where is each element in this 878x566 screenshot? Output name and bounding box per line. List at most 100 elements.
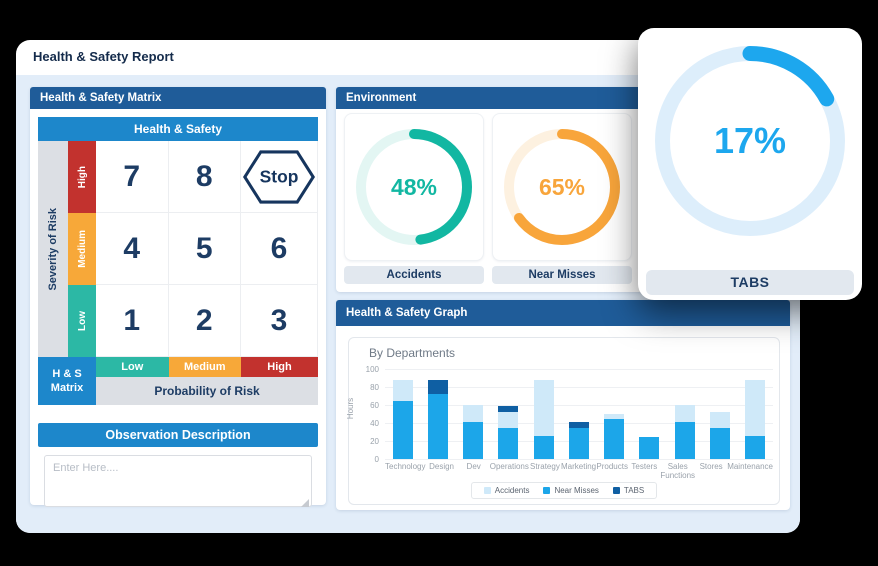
stacked-bar xyxy=(674,405,695,459)
legend-item-accidents[interactable]: Accidents xyxy=(483,486,530,495)
x-tick-label: Sales Functions xyxy=(660,462,696,481)
matrix-table-header: Health & Safety xyxy=(38,117,318,141)
bar-segment-accidents xyxy=(674,405,695,423)
bar-slot-3 xyxy=(491,369,526,459)
legend-swatch xyxy=(612,487,620,494)
matrix-cell-1[interactable]: 1 xyxy=(96,285,169,357)
accidents-label-button[interactable]: Accidents xyxy=(344,266,484,284)
accidents-gauge-card: 48% Accidents xyxy=(344,113,484,284)
severity-axis-label: Severity of Risk xyxy=(38,141,68,357)
matrix-cell-2[interactable]: 2 xyxy=(168,285,241,357)
graph-panel: Health & Safety Graph By Departments Hou… xyxy=(336,300,790,510)
probability-high-cell: High xyxy=(241,357,318,377)
bar-segment-tabs xyxy=(498,405,519,413)
chart-legend: Accidents Near Misses TABS xyxy=(349,482,779,499)
textarea-resize-handle[interactable] xyxy=(301,499,309,507)
severity-medium-cell: Medium xyxy=(68,213,96,285)
bar-slot-2 xyxy=(456,369,491,459)
page-title: Health & Safety Report xyxy=(33,49,174,64)
stacked-bar xyxy=(498,405,519,459)
svg-text:Stop: Stop xyxy=(260,166,299,186)
x-tick-label: Maintenance xyxy=(727,462,773,471)
matrix-cell-6[interactable]: 6 xyxy=(241,213,318,285)
observation-input[interactable] xyxy=(44,455,312,507)
probability-low-cell: Low xyxy=(96,357,169,377)
stacked-bar xyxy=(639,437,660,459)
legend-label: Accidents xyxy=(494,486,530,495)
matrix-cell-8[interactable]: 8 xyxy=(168,141,241,213)
tabs-label-button[interactable]: TABS xyxy=(646,270,854,295)
probability-medium-cell: Medium xyxy=(168,357,241,377)
stacked-bar xyxy=(745,379,766,459)
matrix-cell-3[interactable]: 3 xyxy=(241,285,318,357)
y-tick-label: 80 xyxy=(370,383,379,392)
matrix-cell-stop[interactable]: Stop xyxy=(241,141,318,213)
probability-axis-label: Probability of Risk xyxy=(96,377,318,405)
x-tick-label: Strategy xyxy=(530,462,560,471)
y-tick-label: 60 xyxy=(370,401,379,410)
y-tick-label: 40 xyxy=(370,419,379,428)
bar-slot-9 xyxy=(702,369,737,459)
donut-value: 48% xyxy=(390,173,438,200)
y-tick-label: 0 xyxy=(374,455,379,464)
bar-segment-tabs xyxy=(427,379,448,395)
bar-segment-accidents xyxy=(392,379,413,402)
stacked-bar xyxy=(568,422,589,459)
x-tick-label: Testers xyxy=(631,462,658,471)
bar-slot-5 xyxy=(561,369,596,459)
y-tick-label: 100 xyxy=(365,365,379,374)
donut-value: 65% xyxy=(538,173,586,200)
matrix-panel-header: Health & Safety Matrix xyxy=(30,87,326,109)
stacked-bar xyxy=(604,414,625,459)
x-tick-label: Operations xyxy=(489,462,529,471)
severity-low-cell: Low xyxy=(68,285,96,357)
graph-panel-header: Health & Safety Graph xyxy=(336,300,790,326)
bar-segment-near-misses xyxy=(674,422,695,459)
chart-title: By Departments xyxy=(369,346,456,360)
matrix-panel: Health & Safety Matrix Health & Safety S… xyxy=(30,87,326,507)
bar-segment-near-misses xyxy=(498,427,519,459)
donut-value: 17% xyxy=(713,120,787,161)
matrix-cell-5[interactable]: 5 xyxy=(168,213,241,285)
gridline xyxy=(385,369,773,370)
chart-card: By Departments Hours 0 20 40 60 80 100 Techno… xyxy=(346,337,780,505)
x-tick-label: Design xyxy=(429,462,454,471)
chart-x-axis: Technology Design Dev Operations Strategy Mar… xyxy=(385,462,773,480)
bar-slot-6 xyxy=(597,369,632,459)
near-misses-gauge-card: 65% Near Misses xyxy=(492,113,632,284)
bar-segment-near-misses xyxy=(639,437,660,459)
legend-item-near-misses[interactable]: Near Misses xyxy=(543,486,599,495)
stacked-bar xyxy=(710,412,731,459)
bar-segment-tabs xyxy=(568,422,589,429)
bar-slot-7 xyxy=(632,369,667,459)
bar-segment-near-misses xyxy=(463,422,484,459)
near-misses-donut-chart: 65% xyxy=(504,129,620,245)
severity-high-cell: High xyxy=(68,141,96,213)
x-tick-label: Stores xyxy=(699,462,723,471)
x-tick-label: Marketing xyxy=(561,462,597,471)
gridline xyxy=(385,405,773,406)
matrix-cell-7[interactable]: 7 xyxy=(96,141,169,213)
bar-segment-accidents xyxy=(498,412,519,428)
bar-segment-near-misses xyxy=(710,427,731,459)
legend-swatch xyxy=(543,487,551,494)
bar-slot-1 xyxy=(420,369,455,459)
legend-label: TABS xyxy=(623,486,645,495)
hs-matrix-corner-label: H & S Matrix xyxy=(38,357,96,405)
bar-slot-8 xyxy=(667,369,702,459)
bar-slot-10 xyxy=(738,369,773,459)
chart-bars xyxy=(385,369,773,459)
matrix-cell-4[interactable]: 4 xyxy=(96,213,169,285)
legend-box: Accidents Near Misses TABS xyxy=(470,482,658,499)
legend-item-tabs[interactable]: TABS xyxy=(612,486,645,495)
stacked-bar xyxy=(533,379,554,459)
gridline xyxy=(385,387,773,388)
stacked-bar xyxy=(392,379,413,459)
bar-segment-near-misses xyxy=(568,428,589,459)
stop-hexagon-icon: Stop xyxy=(242,149,316,204)
x-tick-label: Dev xyxy=(466,462,481,471)
tabs-donut-chart: 17% xyxy=(655,46,845,236)
near-misses-label-button[interactable]: Near Misses xyxy=(492,266,632,284)
bar-segment-near-misses xyxy=(533,435,554,459)
bar-segment-accidents xyxy=(463,405,484,423)
